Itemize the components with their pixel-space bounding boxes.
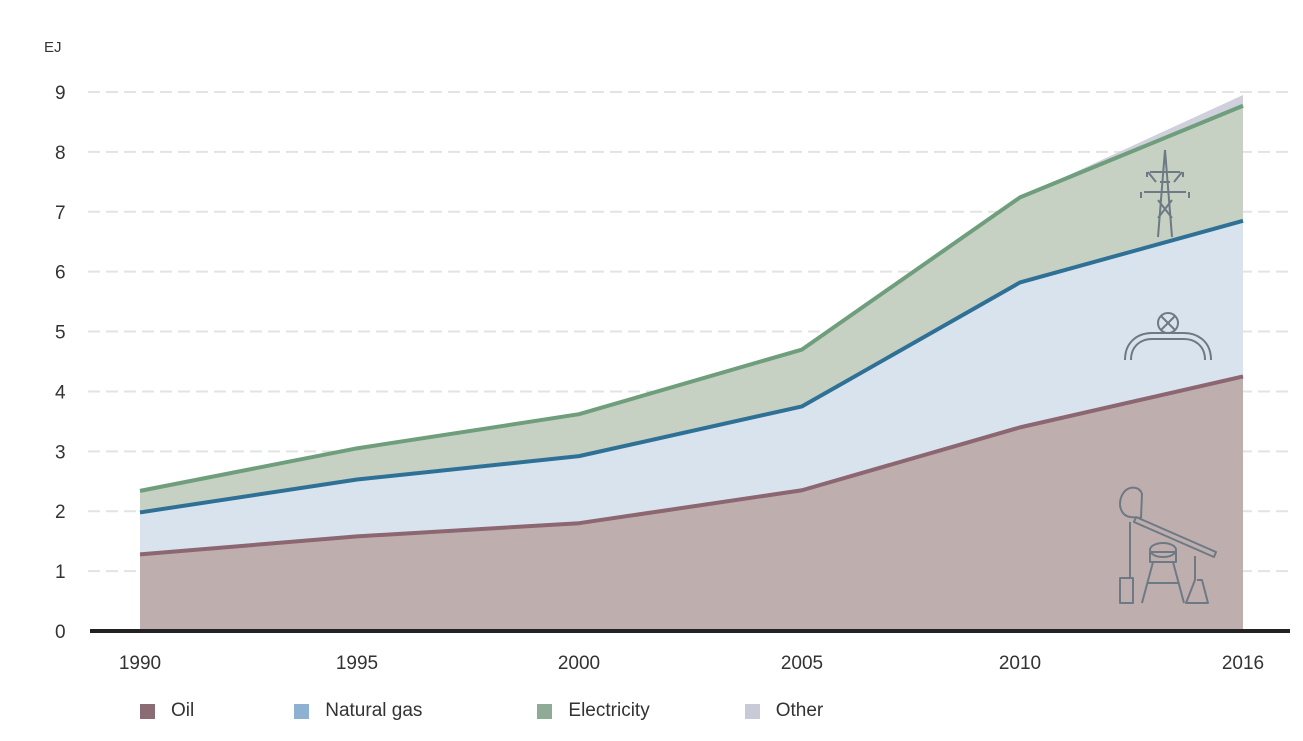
legend-item-electricity: Electricity xyxy=(537,700,650,722)
legend-item-oil: Oil xyxy=(140,700,194,722)
line-natural-gas xyxy=(139,218,1244,515)
area-oil xyxy=(140,376,1243,631)
x-tick-label: 2010 xyxy=(999,653,1041,674)
power-pylon-icon xyxy=(1140,149,1190,238)
y-tick-label: 9 xyxy=(55,83,66,104)
x-axis-ticks: 1990 1995 2000 2005 2010 2016 xyxy=(119,653,1264,674)
y-unit-label: EJ xyxy=(44,39,62,56)
y-tick-label: 5 xyxy=(55,323,66,344)
y-tick-label: 0 xyxy=(55,622,66,643)
x-tick-label: 2016 xyxy=(1222,653,1264,674)
oil-pump-icon xyxy=(1119,486,1217,604)
area-electricity xyxy=(140,105,1243,513)
line-electricity xyxy=(139,103,1244,493)
area-series xyxy=(140,94,1243,631)
legend-label-electricity: Electricity xyxy=(568,700,650,721)
legend-item-other: Other xyxy=(744,700,824,722)
y-tick-label: 6 xyxy=(55,263,66,284)
legend-label-natural-gas: Natural gas xyxy=(325,700,423,721)
y-tick-label: 1 xyxy=(55,562,66,583)
legend-swatch-natural-gas xyxy=(294,703,310,719)
legend-label-oil: Oil xyxy=(171,700,195,721)
legend-label-other: Other xyxy=(775,700,824,721)
x-tick-label: 1995 xyxy=(336,653,378,674)
line-oil xyxy=(139,374,1244,557)
y-tick-label: 2 xyxy=(55,502,66,523)
y-tick-label: 7 xyxy=(55,203,66,224)
series-lines xyxy=(139,103,1244,557)
x-tick-label: 2005 xyxy=(781,653,823,674)
gas-pipeline-icon xyxy=(1124,312,1212,361)
y-tick-label: 8 xyxy=(55,143,66,164)
y-tick-label: 3 xyxy=(55,442,66,463)
y-tick-label: 4 xyxy=(55,382,66,403)
legend-swatch-other xyxy=(744,703,760,719)
y-axis-ticks: 0 1 2 3 4 5 6 7 8 9 xyxy=(55,83,66,643)
legend-item-natural-gas: Natural gas xyxy=(294,700,422,722)
legend-swatch-oil xyxy=(140,703,155,719)
legend-swatch-electricity xyxy=(537,703,553,719)
x-tick-label: 1990 xyxy=(119,653,161,674)
x-tick-label: 2000 xyxy=(558,653,600,674)
area-natural-gas xyxy=(140,220,1243,555)
legend: Oil Natural gas Electricity Other xyxy=(140,700,918,722)
